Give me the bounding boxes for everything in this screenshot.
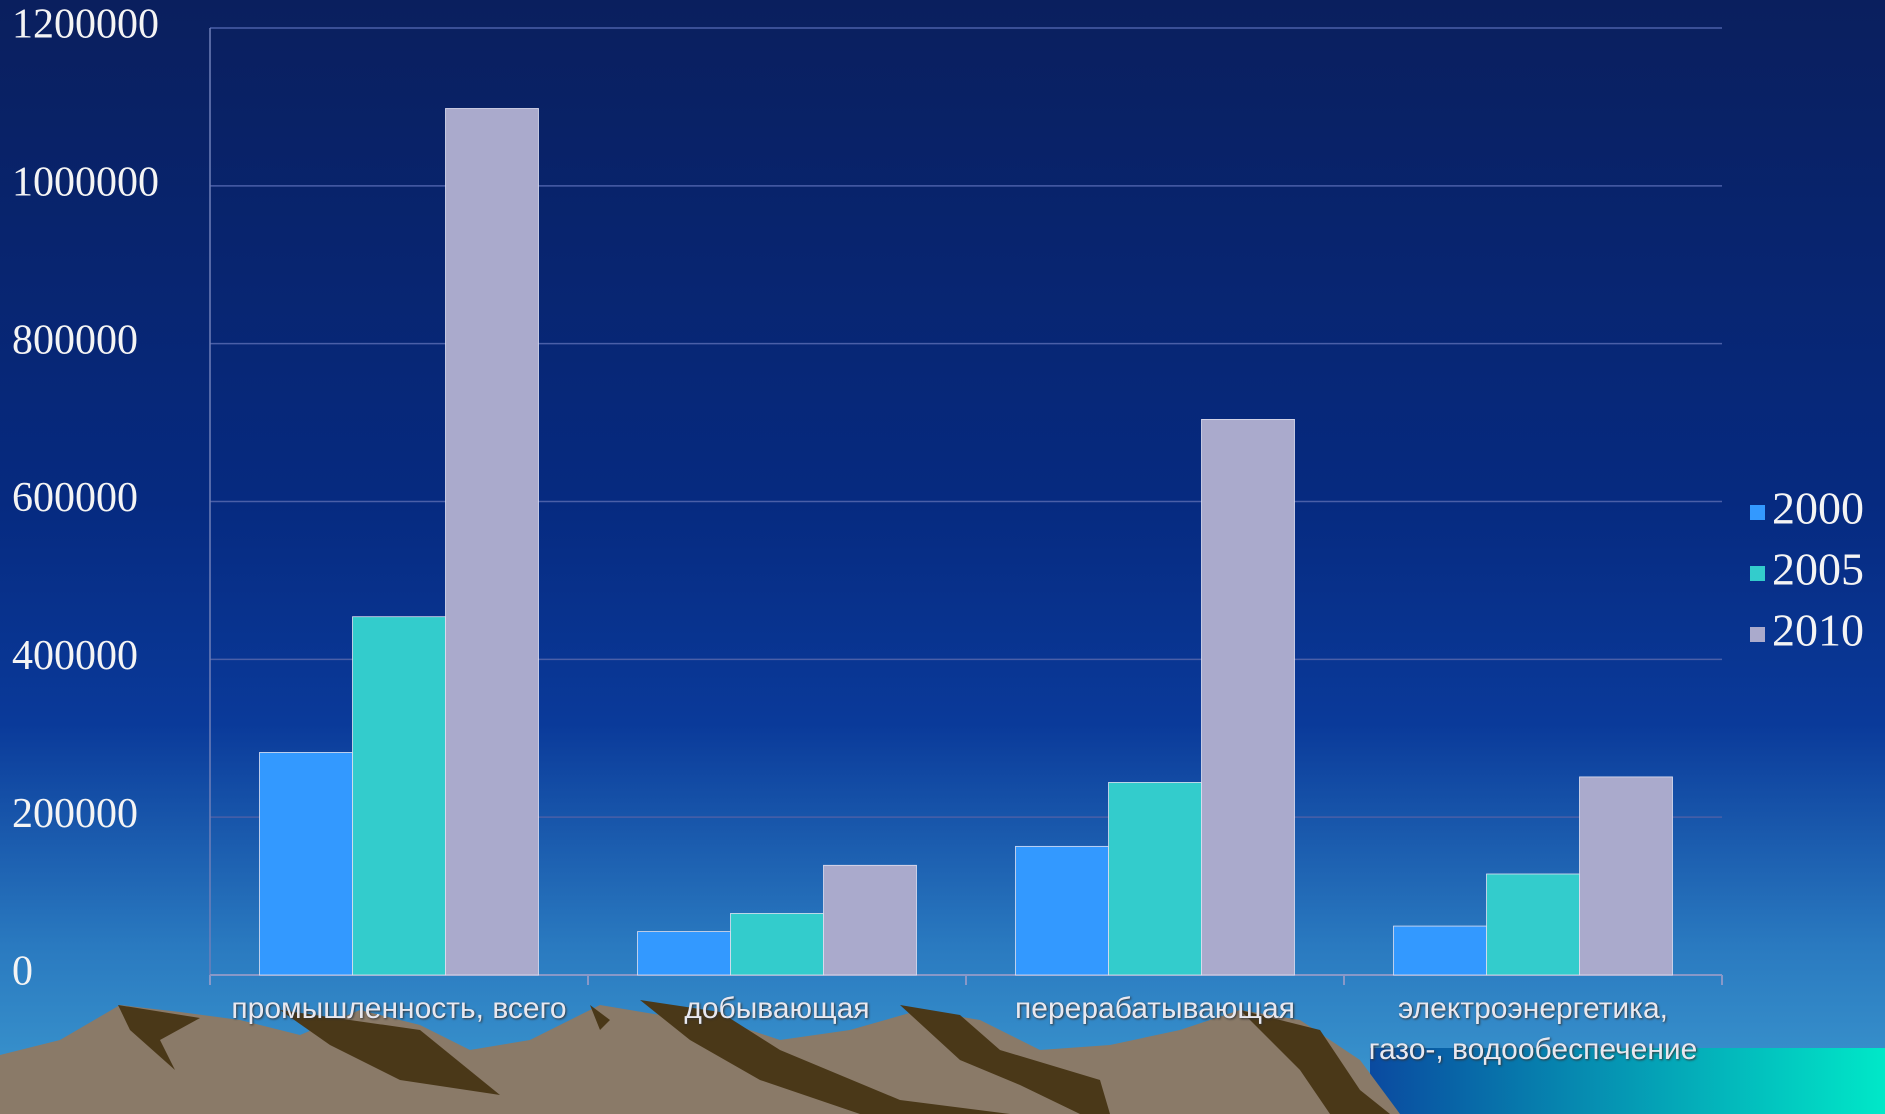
legend-swatch bbox=[1750, 566, 1765, 581]
bar bbox=[1393, 925, 1487, 976]
mountain-shadow bbox=[900, 1005, 1110, 1114]
x-tick-label: добывающая bbox=[684, 992, 870, 1025]
mountain-shadow bbox=[640, 1000, 1010, 1114]
x-tick-label: промышленность, всего bbox=[231, 992, 567, 1025]
bar bbox=[1015, 845, 1109, 976]
y-tick-label: 800000 bbox=[12, 317, 138, 363]
bar bbox=[1486, 873, 1580, 976]
y-tick-label: 200000 bbox=[12, 791, 138, 837]
x-tick-label: электроэнергетика, газо-, водообеспечени… bbox=[1368, 992, 1698, 1066]
bar bbox=[445, 108, 539, 976]
y-tick-label: 1200000 bbox=[12, 2, 159, 48]
bar bbox=[1201, 419, 1295, 976]
y-tick-label: 400000 bbox=[12, 633, 138, 679]
teal-band bbox=[1370, 1048, 1885, 1114]
mountain-shadow bbox=[280, 1010, 500, 1095]
bar bbox=[637, 931, 731, 976]
bar bbox=[1579, 776, 1673, 976]
legend-swatch bbox=[1750, 627, 1765, 642]
y-tick-label: 0 bbox=[12, 949, 33, 995]
mountain-shadow bbox=[1240, 1010, 1390, 1114]
legend-swatch bbox=[1750, 505, 1765, 520]
decoration bbox=[0, 1000, 1885, 1114]
legend-label: 2000 bbox=[1772, 483, 1864, 534]
bar bbox=[1108, 782, 1202, 976]
mountain-shadow bbox=[118, 1005, 200, 1070]
bar bbox=[823, 864, 917, 976]
legend-label: 2005 bbox=[1772, 544, 1864, 595]
mountain-shadow bbox=[590, 1005, 610, 1030]
bar bbox=[259, 752, 353, 976]
bar bbox=[352, 616, 446, 976]
bar bbox=[730, 913, 824, 976]
legend-label: 2010 bbox=[1772, 605, 1864, 656]
y-tick-label: 1000000 bbox=[12, 159, 159, 205]
x-tick-label: перерабатывающая bbox=[1015, 992, 1295, 1025]
y-tick-label: 600000 bbox=[12, 475, 138, 521]
